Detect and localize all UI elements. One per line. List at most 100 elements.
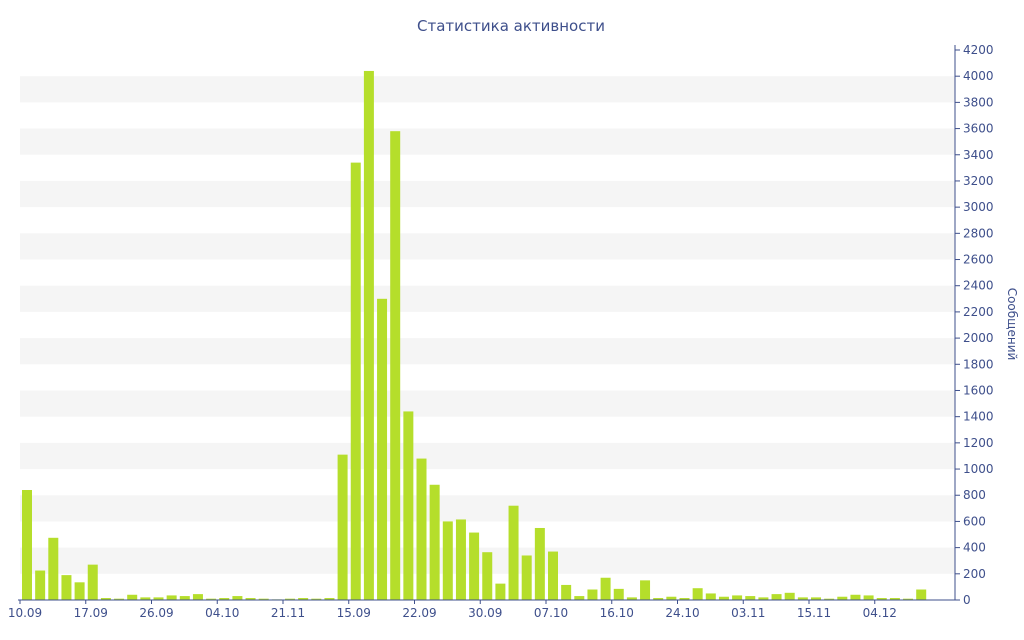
y-tick-label: 3400 bbox=[963, 148, 994, 162]
grid-band bbox=[20, 180, 955, 208]
bar bbox=[600, 577, 611, 600]
bar bbox=[258, 598, 269, 600]
x-tick-label: 24.10 bbox=[665, 606, 699, 620]
y-tick-label: 2600 bbox=[963, 253, 994, 267]
y-tick-label: 200 bbox=[963, 567, 986, 581]
bar bbox=[206, 598, 217, 600]
grid-band bbox=[20, 442, 955, 470]
bar bbox=[626, 597, 637, 600]
bar bbox=[574, 596, 585, 600]
bar bbox=[784, 592, 795, 600]
bar bbox=[127, 594, 138, 600]
x-tick-label: 30.09 bbox=[468, 606, 502, 620]
bar bbox=[337, 454, 348, 600]
bar bbox=[732, 595, 743, 600]
bar bbox=[876, 598, 887, 600]
bars-group bbox=[22, 70, 927, 600]
y-tick-label: 3600 bbox=[963, 122, 994, 136]
bar bbox=[390, 131, 401, 600]
grid-band bbox=[20, 495, 955, 522]
bar bbox=[679, 598, 690, 600]
bar bbox=[521, 555, 532, 600]
y-axis-label: Сообщений bbox=[1005, 288, 1019, 361]
bar bbox=[324, 598, 335, 600]
y-tick-label: 1000 bbox=[963, 462, 994, 476]
bar bbox=[758, 597, 769, 600]
grid-band bbox=[20, 233, 955, 260]
bar bbox=[718, 596, 729, 600]
y-tick-label: 1200 bbox=[963, 436, 994, 450]
bar bbox=[797, 597, 808, 600]
bar bbox=[35, 570, 46, 600]
bar bbox=[705, 593, 716, 600]
grid-band bbox=[20, 76, 955, 103]
bar bbox=[298, 598, 309, 600]
bar bbox=[219, 598, 230, 600]
y-tick-label: 2400 bbox=[963, 279, 994, 293]
bar bbox=[534, 527, 545, 600]
bar bbox=[837, 596, 848, 600]
y-tick-label: 1400 bbox=[963, 410, 994, 424]
y-tick-label: 4200 bbox=[963, 43, 994, 57]
bar bbox=[811, 597, 821, 600]
x-tick-label: 15.09 bbox=[337, 606, 371, 620]
bar bbox=[429, 484, 440, 600]
y-tick-label: 2000 bbox=[963, 331, 994, 345]
grid-bands bbox=[20, 76, 955, 574]
bar bbox=[100, 598, 111, 600]
bar bbox=[377, 298, 388, 600]
y-tick-label: 4000 bbox=[963, 69, 994, 83]
grid-band bbox=[20, 128, 955, 155]
bar bbox=[692, 588, 703, 600]
bar bbox=[482, 552, 493, 600]
bar bbox=[61, 575, 72, 600]
bar bbox=[824, 598, 835, 600]
bar bbox=[850, 594, 861, 600]
y-tick-label: 3800 bbox=[963, 95, 994, 109]
x-tick-label: 26.09 bbox=[139, 606, 173, 620]
x-tick-label: 22.09 bbox=[402, 606, 436, 620]
bar bbox=[666, 596, 677, 600]
bar bbox=[495, 583, 506, 600]
bar bbox=[74, 582, 85, 600]
grid-band bbox=[20, 390, 955, 417]
y-tick-label: 0 bbox=[963, 593, 971, 607]
y-tick-label: 600 bbox=[963, 514, 986, 528]
y-axis-ticks: 0 200 400 600 800 1000 1200 1400 1600 1800 2000 220… bbox=[955, 43, 994, 607]
x-tick-label: 04.10 bbox=[205, 606, 239, 620]
bar bbox=[114, 598, 125, 600]
bar bbox=[153, 597, 164, 600]
x-tick-label: 10.09 bbox=[8, 606, 42, 620]
x-tick-label: 16.10 bbox=[600, 606, 634, 620]
bar bbox=[87, 564, 98, 600]
bar bbox=[442, 521, 453, 600]
x-tick-label: 17.09 bbox=[74, 606, 108, 620]
bar bbox=[416, 458, 427, 600]
bar bbox=[22, 490, 32, 600]
bar bbox=[561, 584, 572, 600]
bar bbox=[916, 589, 927, 600]
bar bbox=[640, 580, 651, 600]
bar bbox=[455, 519, 466, 600]
bar bbox=[863, 595, 874, 600]
y-tick-label: 400 bbox=[963, 541, 986, 555]
bar bbox=[745, 596, 756, 600]
bar bbox=[771, 594, 782, 600]
bar bbox=[363, 70, 374, 600]
bar bbox=[192, 594, 203, 600]
x-tick-label: 07.10 bbox=[534, 606, 568, 620]
bar bbox=[613, 588, 624, 600]
y-tick-label: 3200 bbox=[963, 174, 994, 188]
x-tick-label: 21.11 bbox=[271, 606, 305, 620]
y-tick-label: 2800 bbox=[963, 226, 994, 240]
y-tick-label: 800 bbox=[963, 488, 986, 502]
bar bbox=[232, 596, 243, 600]
x-tick-label: 04.12 bbox=[863, 606, 897, 620]
bar bbox=[548, 551, 558, 600]
bar bbox=[350, 162, 361, 600]
bar bbox=[311, 598, 322, 600]
y-tick-label: 1600 bbox=[963, 383, 994, 397]
x-tick-label: 15.11 bbox=[797, 606, 831, 620]
bar bbox=[179, 596, 190, 600]
